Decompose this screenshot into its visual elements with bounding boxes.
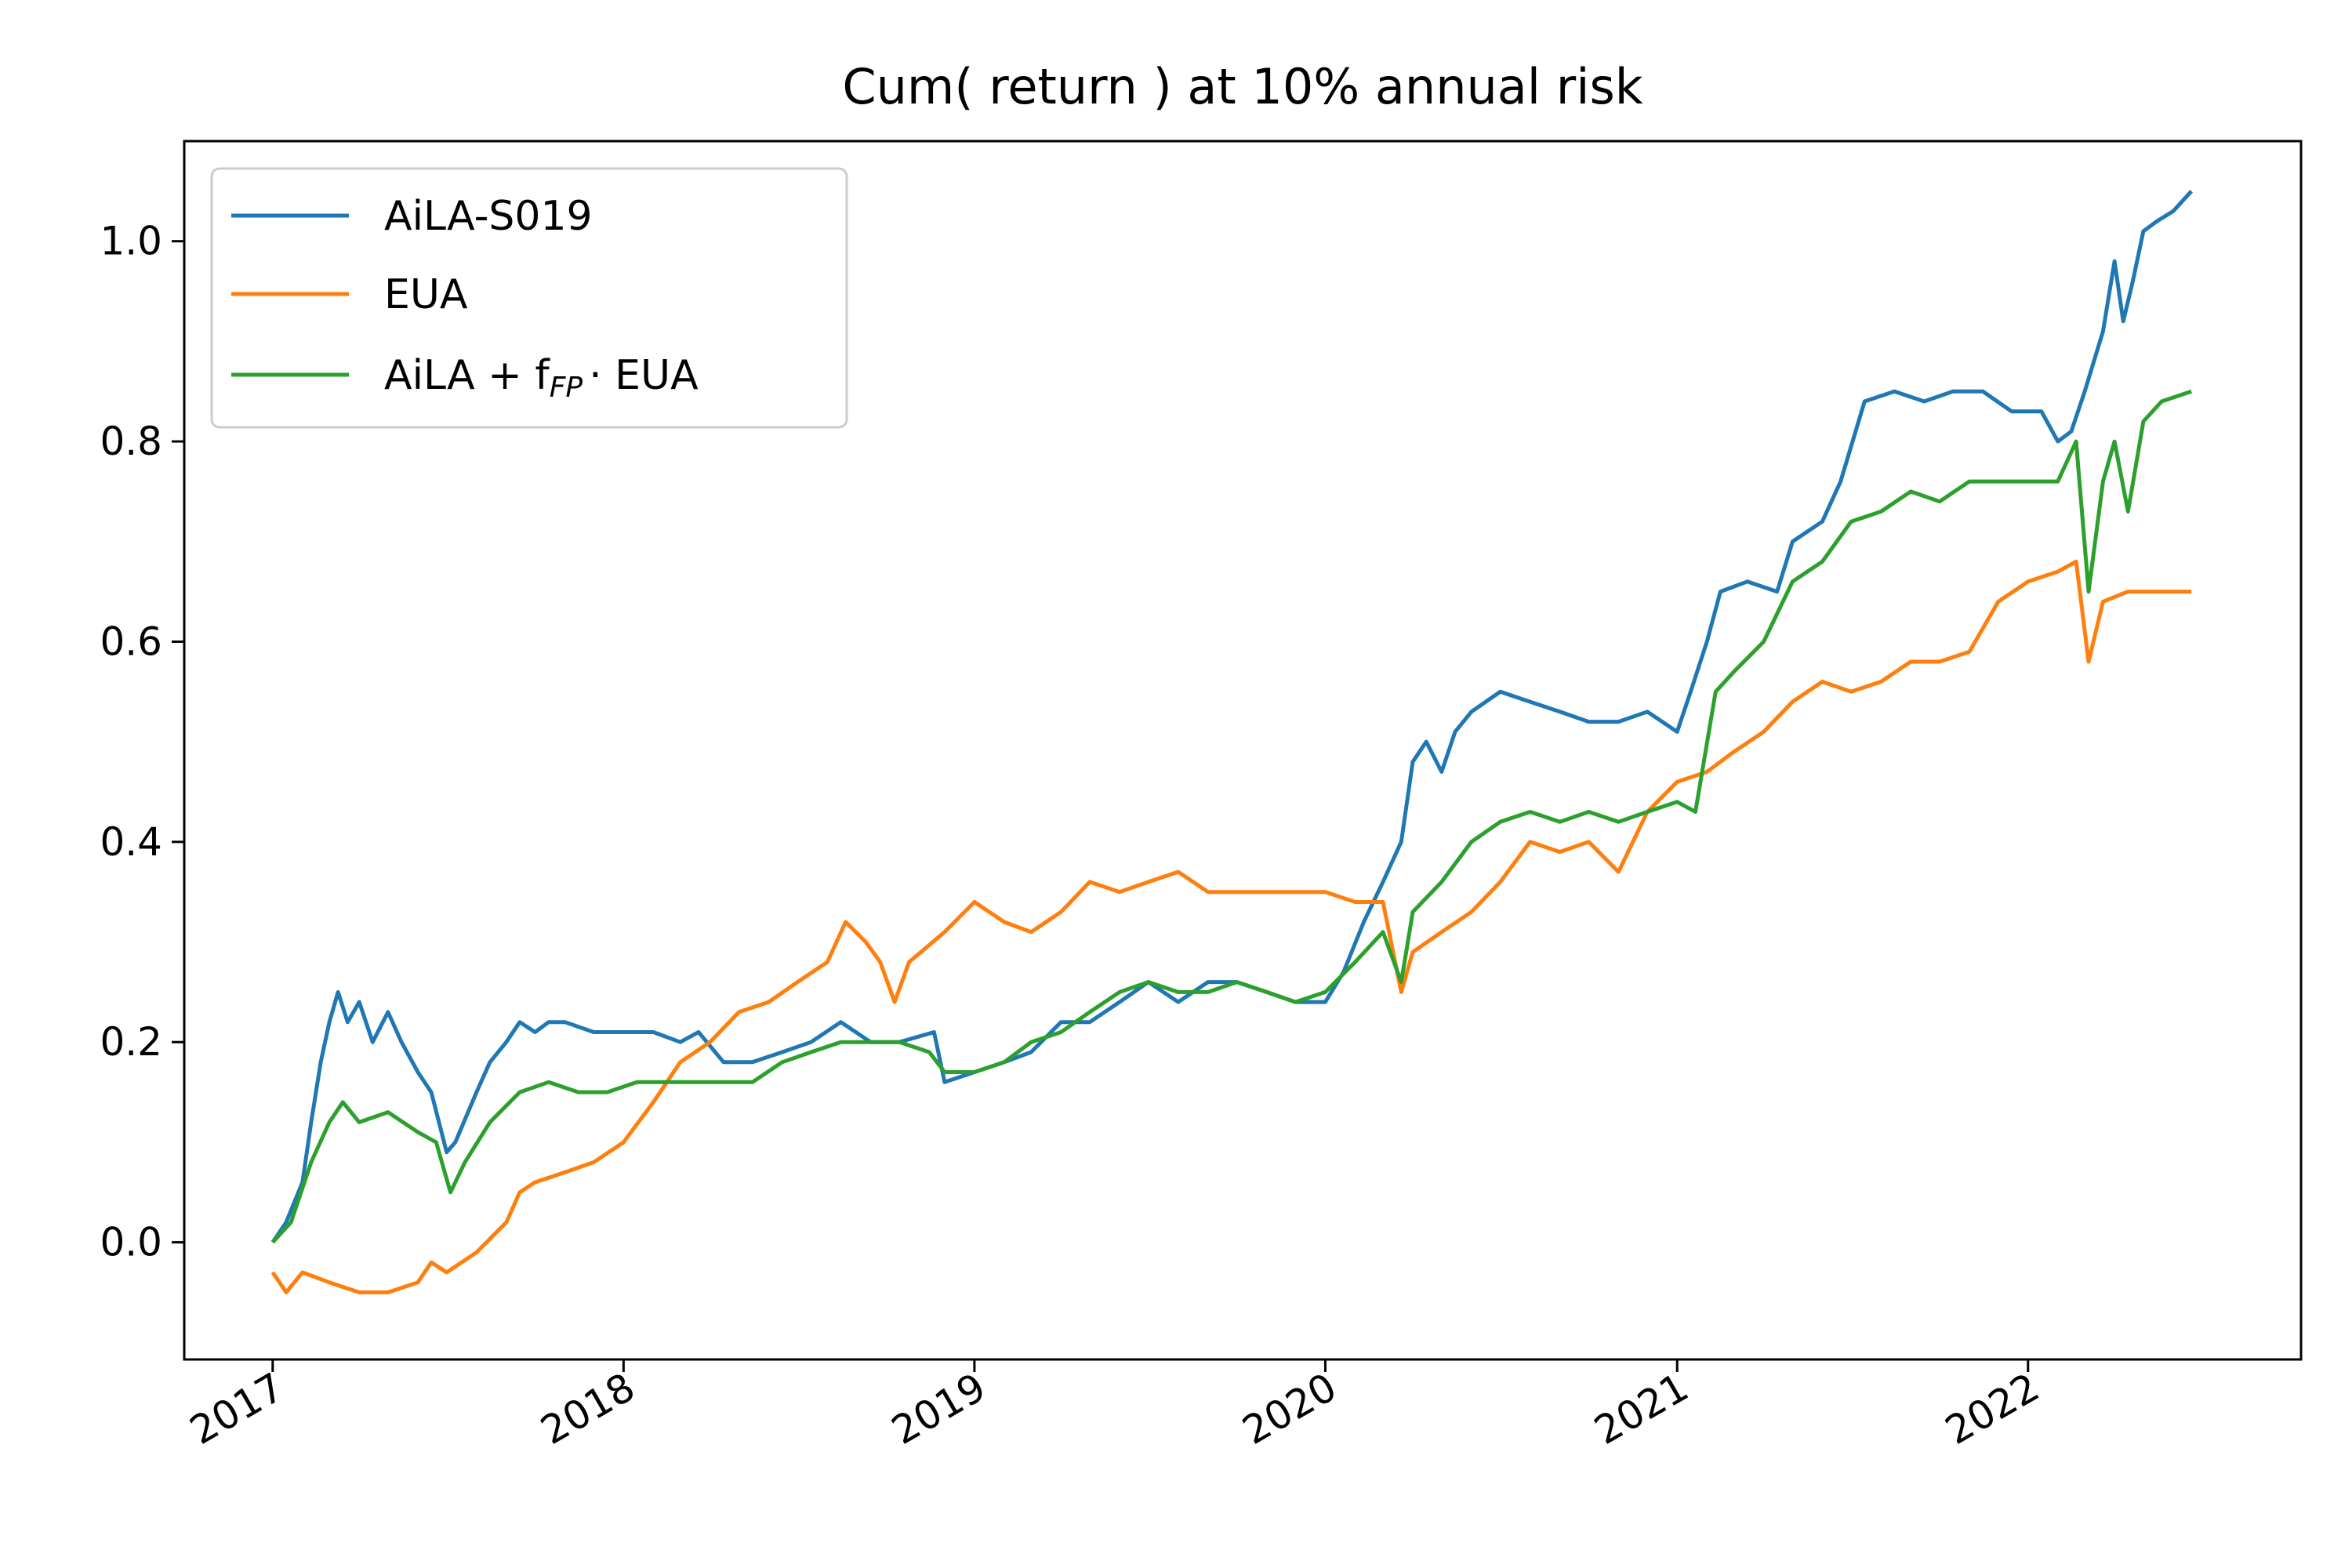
plot-frame xyxy=(183,140,2303,1361)
y-tick-label: 1.0 xyxy=(100,219,162,264)
series-line-eua xyxy=(270,559,2192,1294)
y-tick-label: 0.6 xyxy=(100,619,162,664)
series-line-aila-s019 xyxy=(270,190,2194,1243)
legend: AiLA-S019 EUA AiLA + fFP · EUA xyxy=(210,167,848,429)
y-tick-0.6: 0.6 xyxy=(100,619,184,664)
y-tick-0.8: 0.8 xyxy=(100,419,184,464)
y-tick-label: 0.4 xyxy=(100,819,162,865)
y-axis: 0.0 0.2 0.4 0.6 0.8 1.0 xyxy=(100,219,184,1265)
y-tick-label: 0.2 xyxy=(100,1019,162,1065)
legend-label-combined-tail: · EUA xyxy=(589,352,699,399)
legend-label-eua: EUA xyxy=(384,271,468,318)
legend-box xyxy=(210,167,848,429)
legend-label-aila: AiLA-S019 xyxy=(384,193,593,240)
plot-area xyxy=(183,140,2303,1361)
legend-label-combined-subscript: FP xyxy=(550,372,583,404)
legend-label-combined: AiLA + fFP · EUA xyxy=(384,352,699,404)
legend-label-combined-main: AiLA + f xyxy=(384,352,550,399)
y-tick-1.0: 1.0 xyxy=(100,219,184,264)
y-tick-0.4: 0.4 xyxy=(100,819,184,865)
y-tick-label: 0.8 xyxy=(100,419,162,464)
y-tick-label: 0.0 xyxy=(100,1220,162,1265)
series-layer xyxy=(270,190,2194,1294)
y-tick-0.2: 0.2 xyxy=(100,1019,184,1065)
series-line-aila-plus-eua xyxy=(270,389,2192,1244)
y-tick-0.0: 0.0 xyxy=(100,1220,184,1265)
chart-title: Cum( return ) at 10% annual risk xyxy=(842,58,1642,115)
